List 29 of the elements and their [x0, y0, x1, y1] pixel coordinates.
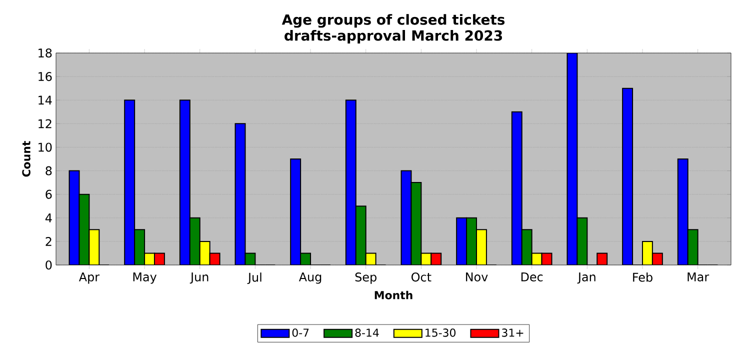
legend-label: 0-7	[292, 328, 309, 337]
x-tick-label: Sep	[355, 272, 376, 284]
x-tick-label: Apr	[78, 272, 100, 284]
y-tick-label: 4	[45, 214, 52, 222]
legend-label: 31+	[502, 328, 524, 337]
x-tick-label: Feb	[633, 272, 652, 282]
x-axis-title: Month	[374, 290, 412, 300]
y-tick-label: 2	[46, 237, 52, 246]
y-tick-label: 0	[46, 260, 52, 270]
x-tick-label: Mar	[688, 272, 710, 282]
x-tick-label: Jun	[190, 272, 208, 284]
y-tick-label: 14	[38, 96, 52, 104]
y-tick-label: 16	[38, 72, 52, 82]
y-tick-label: 8	[46, 166, 52, 176]
x-tick-label: Dec	[521, 272, 543, 282]
x-tick-label: Aug	[298, 272, 322, 284]
x-tick-label: May	[133, 272, 157, 284]
x-tick-label: Nov	[466, 272, 488, 282]
x-tick-label: Jul	[247, 272, 262, 284]
x-tick-label: Jan	[577, 272, 596, 284]
legend-label: 8-14	[355, 328, 379, 337]
y-tick-label: 10	[38, 142, 52, 152]
y-axis-title: Count	[22, 141, 30, 177]
y-tick-label: 12	[38, 119, 52, 128]
y-tick-label: 18	[38, 48, 52, 58]
chart-title: Age groups of closed tickets drafts-approval March 2023	[282, 14, 505, 44]
x-tick-label: Oct	[412, 272, 432, 282]
legend-label: 15-30	[426, 328, 456, 337]
y-tick-label: 6	[46, 190, 52, 199]
